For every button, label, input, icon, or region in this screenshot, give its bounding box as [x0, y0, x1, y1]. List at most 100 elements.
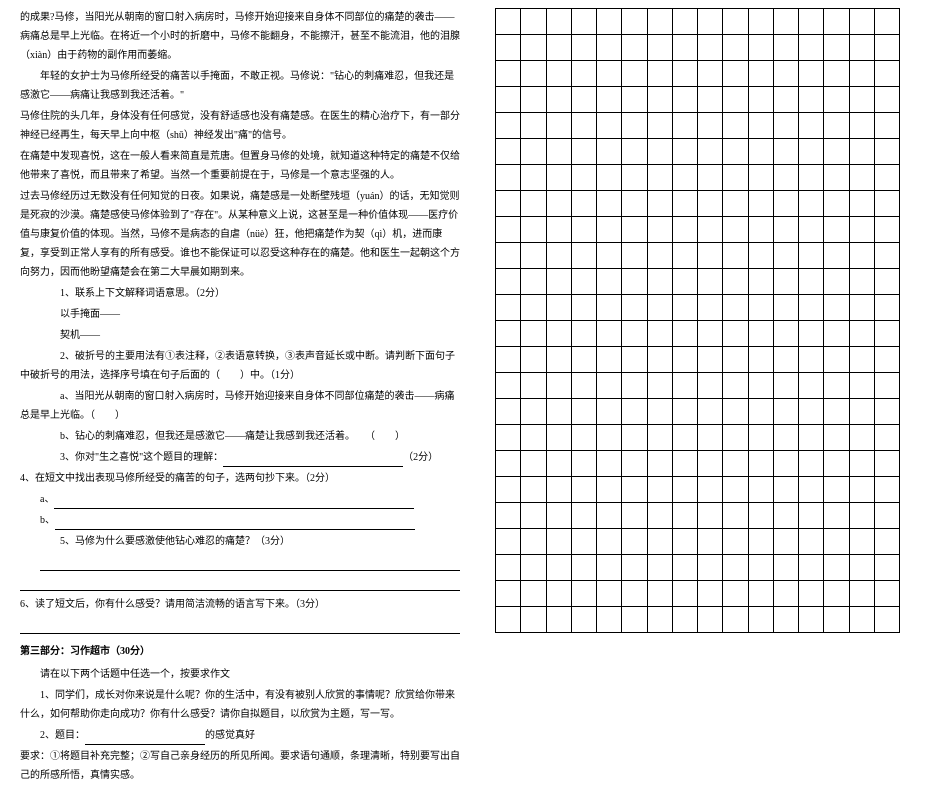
grid-cell [597, 503, 622, 529]
grid-cell [496, 269, 521, 295]
grid-cell [849, 87, 874, 113]
grid-cell [571, 217, 596, 243]
grid-cell [597, 35, 622, 61]
grid-cell [748, 139, 773, 165]
grid-cell [597, 113, 622, 139]
grid-cell [799, 477, 824, 503]
grid-cell [723, 165, 748, 191]
grid-cell [799, 555, 824, 581]
grid-cell [647, 607, 672, 633]
grid-cell [521, 295, 546, 321]
grid-cell [597, 477, 622, 503]
grid-cell [521, 243, 546, 269]
grid-cell [597, 165, 622, 191]
grid-cell [698, 191, 723, 217]
grid-cell [799, 217, 824, 243]
grid-cell [698, 607, 723, 633]
grid-cell [723, 477, 748, 503]
grid-cell [672, 399, 697, 425]
grid-cell [647, 61, 672, 87]
grid-cell [799, 425, 824, 451]
grid-cell [874, 399, 899, 425]
grid-cell [521, 61, 546, 87]
question-1: 1、联系上下文解释词语意思。（2分） [20, 284, 460, 303]
grid-cell [622, 113, 647, 139]
grid-cell [849, 61, 874, 87]
grid-cell [874, 451, 899, 477]
grid-cell [748, 295, 773, 321]
grid-cell [622, 451, 647, 477]
grid-cell [698, 61, 723, 87]
grid-cell [824, 61, 849, 87]
grid-cell [496, 113, 521, 139]
grid-cell [647, 87, 672, 113]
grid-cell [849, 35, 874, 61]
grid-cell [571, 399, 596, 425]
grid-cell [773, 503, 798, 529]
grid-cell [824, 503, 849, 529]
grid-cell [824, 87, 849, 113]
grid-cell [773, 347, 798, 373]
grid-cell [546, 607, 571, 633]
grid-cell [698, 321, 723, 347]
grid-cell [622, 373, 647, 399]
grid-cell [849, 139, 874, 165]
grid-cell [672, 347, 697, 373]
grid-cell [571, 191, 596, 217]
grid-cell [748, 9, 773, 35]
grid-cell [597, 321, 622, 347]
grid-cell [698, 503, 723, 529]
grid-cell [824, 555, 849, 581]
grid-cell [521, 113, 546, 139]
grid-cell [698, 113, 723, 139]
grid-cell [824, 9, 849, 35]
grid-cell [496, 503, 521, 529]
question-3: 3、你对"生之喜悦"这个题目的理解：（2分） [20, 448, 460, 467]
grid-cell [849, 217, 874, 243]
grid-cell [849, 503, 874, 529]
grid-cell [799, 139, 824, 165]
grid-cell [773, 529, 798, 555]
text-column: 的成果?马修，当阳光从朝南的窗口射入病房时，马修开始迎接来自身体不同部位的痛楚的… [20, 8, 480, 660]
grid-cell [773, 607, 798, 633]
grid-cell [799, 35, 824, 61]
grid-cell [824, 451, 849, 477]
grid-cell [521, 581, 546, 607]
grid-cell [571, 607, 596, 633]
grid-cell [672, 503, 697, 529]
grid-cell [672, 269, 697, 295]
question-4a: a、 [20, 490, 460, 509]
grid-cell [571, 477, 596, 503]
grid-cell [723, 555, 748, 581]
grid-cell [496, 451, 521, 477]
grid-cell [773, 451, 798, 477]
grid-cell [698, 477, 723, 503]
grid-cell [874, 321, 899, 347]
question-4b: b、 [20, 511, 460, 530]
grid-cell [597, 399, 622, 425]
grid-cell [874, 61, 899, 87]
grid-cell [546, 425, 571, 451]
grid-cell [849, 477, 874, 503]
grid-cell [647, 529, 672, 555]
grid-cell [874, 113, 899, 139]
grid-cell [546, 555, 571, 581]
question-5: 5、马修为什么要感激使他钻心难忍的痛楚？（3分） [20, 532, 460, 551]
grid-cell [723, 503, 748, 529]
grid-cell [773, 477, 798, 503]
grid-cell [622, 9, 647, 35]
grid-cell [546, 139, 571, 165]
grid-cell [597, 581, 622, 607]
grid-cell [849, 399, 874, 425]
grid-cell [597, 87, 622, 113]
blank-line [20, 618, 460, 634]
grid-cell [647, 451, 672, 477]
grid-cell [672, 321, 697, 347]
grid-cell [571, 503, 596, 529]
grid-cell [799, 165, 824, 191]
grid-cell [622, 425, 647, 451]
grid-cell [824, 295, 849, 321]
grid-cell [849, 529, 874, 555]
grid-cell [622, 243, 647, 269]
grid-cell [748, 503, 773, 529]
